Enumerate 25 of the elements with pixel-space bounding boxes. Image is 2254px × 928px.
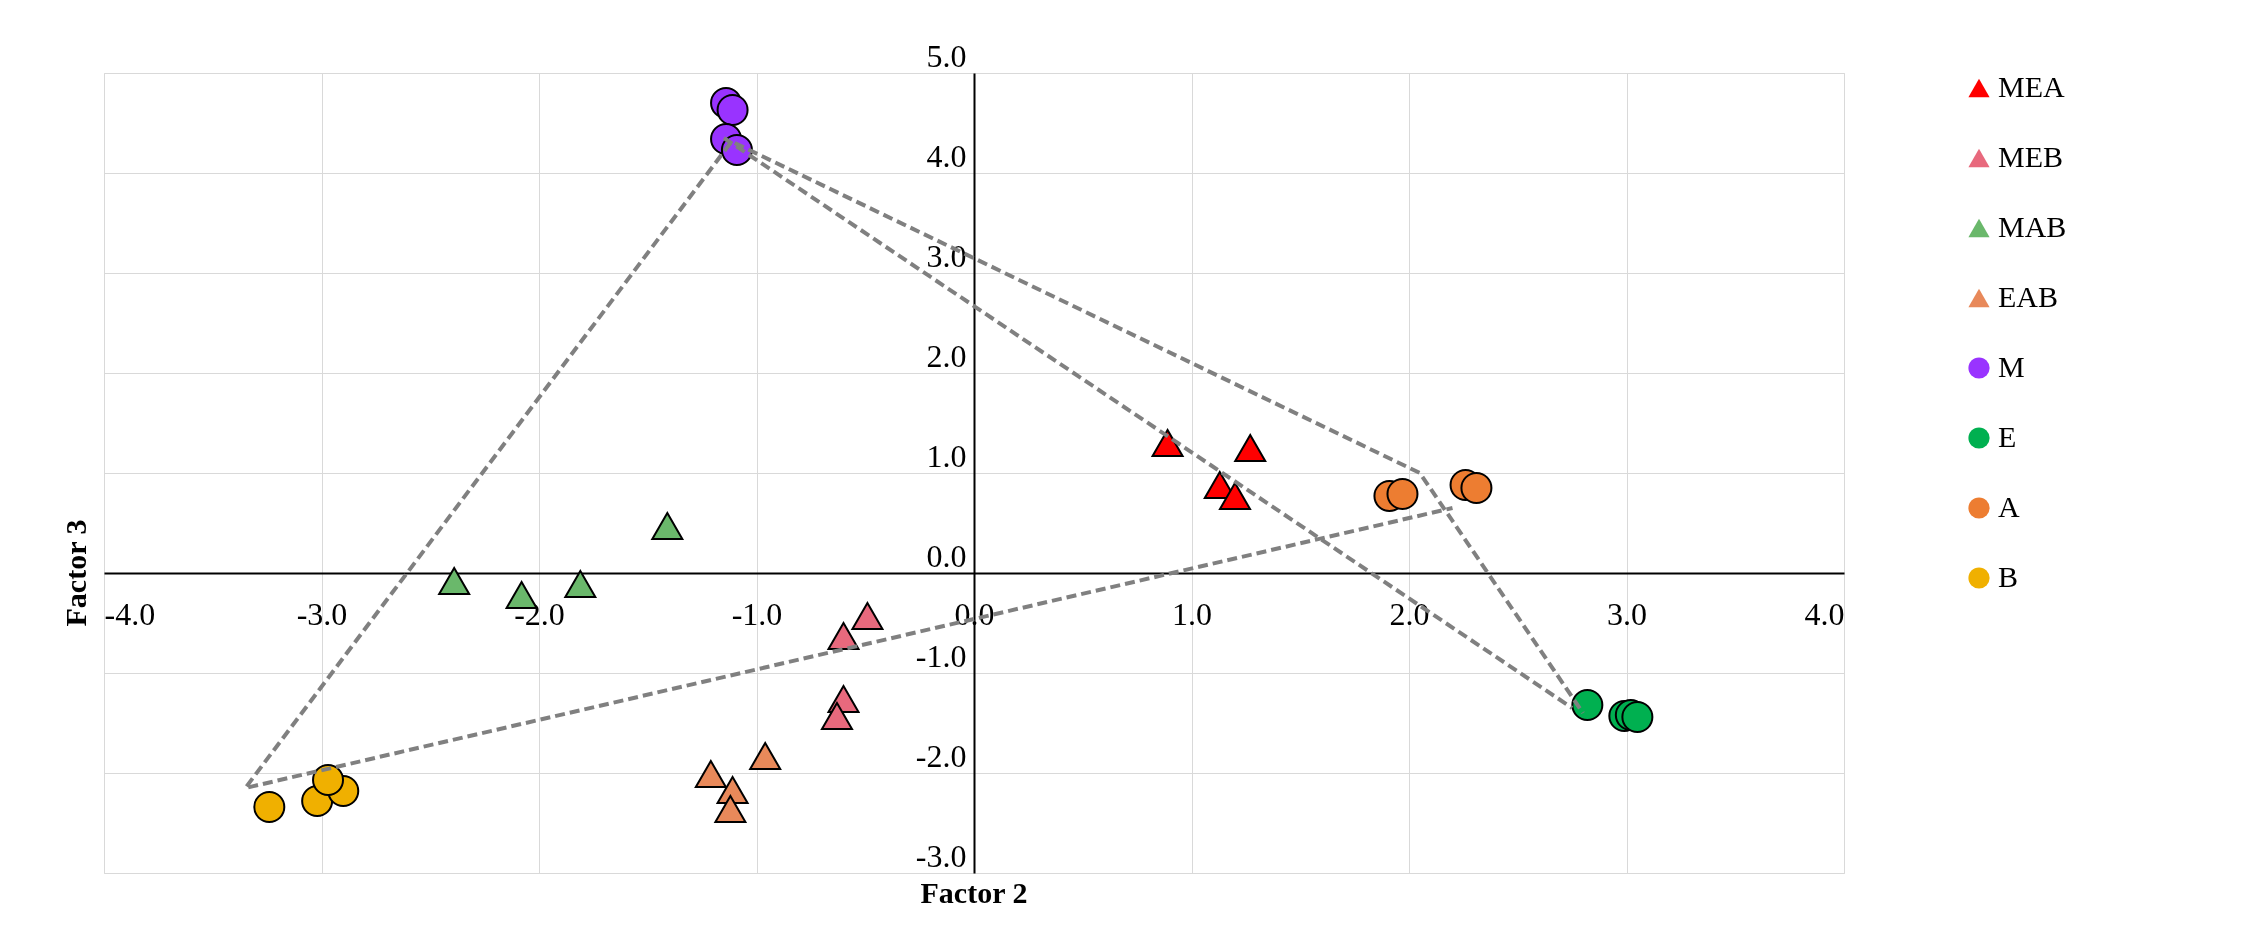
y-tick-label: 4.0: [926, 137, 967, 174]
y-tick-label: 0.0: [926, 537, 967, 574]
legend-label: MEB: [1998, 140, 2064, 173]
legend-label: A: [1998, 490, 2020, 523]
x-tick-label: 1.0: [1172, 595, 1212, 632]
legend-label: MAB: [1998, 210, 2067, 243]
legend-label: M: [1998, 350, 2025, 383]
x-tick-label: -4.0: [104, 595, 156, 632]
legend-label: E: [1998, 420, 2017, 453]
legend-label: EAB: [1998, 280, 2058, 313]
y-axis-title: Factor 3: [59, 519, 92, 627]
y-tick-label: -3.0: [915, 837, 967, 874]
y-tick-label: 3.0: [926, 237, 967, 274]
x-tick-label: 3.0: [1607, 595, 1647, 632]
x-tick-label: 4.0: [1804, 595, 1845, 632]
y-tick-label: -1.0: [915, 637, 967, 674]
y-tick-label: -2.0: [915, 737, 967, 774]
legend-label: MEA: [1998, 70, 2065, 103]
x-tick-label: -3.0: [296, 595, 348, 632]
y-tick-label: 1.0: [926, 437, 967, 474]
legend-label: B: [1998, 560, 2019, 593]
y-tick-label: 5.0: [926, 37, 967, 74]
y-tick-label: 2.0: [926, 337, 967, 374]
x-tick-label: -1.0: [731, 595, 783, 632]
x-axis-title: Factor 2: [920, 876, 1028, 909]
